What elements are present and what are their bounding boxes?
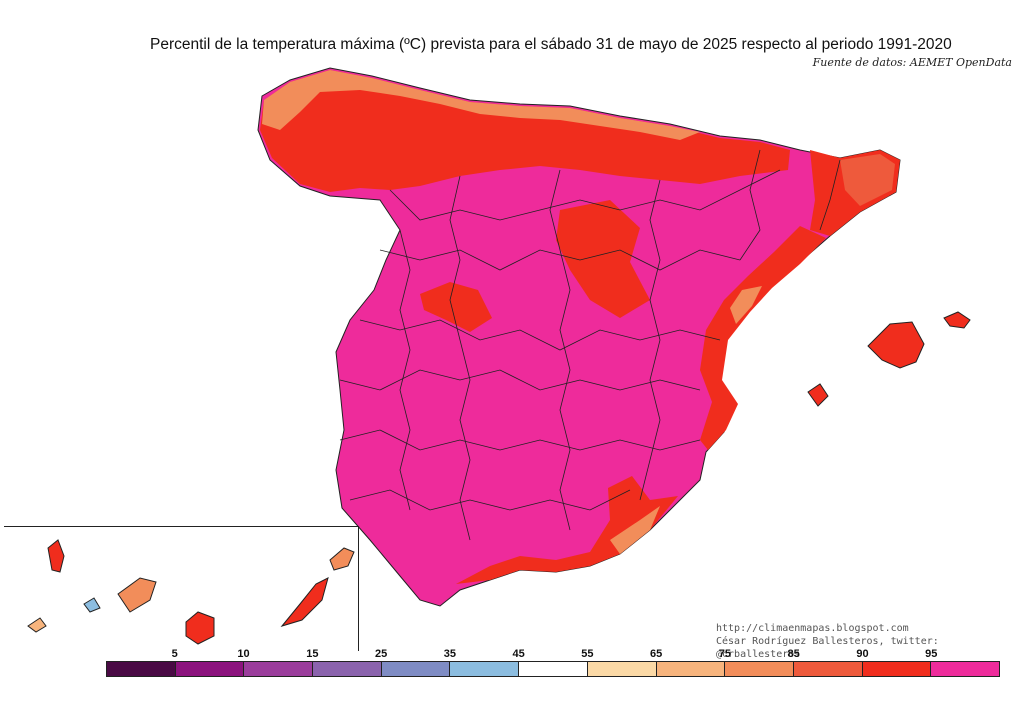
la-palma [47, 539, 65, 573]
murcia-p75 [610, 506, 660, 554]
legend-swatch [519, 662, 588, 676]
southeast-coast-p90 [456, 476, 678, 584]
legend-tick: 10 [237, 648, 250, 660]
menorca [943, 311, 971, 329]
color-legend [106, 661, 1000, 677]
la-gomera [83, 597, 101, 613]
lanzarote [329, 547, 355, 571]
fuerteventura [280, 577, 329, 627]
credits: http://climaenmapas.blogspot.com César R… [716, 622, 1024, 661]
legend-swatch [862, 662, 932, 676]
el-hierro [27, 617, 47, 633]
legend-swatch [656, 662, 726, 676]
legend-tick: 75 [718, 648, 732, 660]
credits-url[interactable]: http://climaenmapas.blogspot.com [716, 623, 909, 634]
legend-ticks: 5 10 15 25 35 45 55 65 75 85 90 95 [106, 648, 1000, 660]
data-source-note: Fuente de datos: AEMET OpenData [812, 56, 1012, 69]
legend-tick: 90 [856, 648, 869, 660]
east-coast-p90 [700, 226, 826, 450]
legend-tick: 5 [171, 648, 178, 660]
legend-tick: 85 [787, 648, 800, 660]
legend-tick: 45 [512, 648, 525, 660]
legend-swatch [587, 662, 657, 676]
valencia-p75 [730, 286, 762, 324]
ibiza [807, 383, 829, 407]
gran-canaria [185, 611, 215, 645]
catalonia-p85 [840, 154, 895, 206]
legend-swatch [793, 662, 863, 676]
province-borders [339, 149, 841, 541]
legend-tick: 15 [306, 648, 319, 660]
legend-swatch [313, 662, 382, 676]
peninsula-landmass [257, 67, 901, 607]
legend-tick: 95 [925, 648, 938, 660]
legend-swatch [175, 662, 245, 676]
central-patch-p90 [556, 200, 650, 318]
legend-swatch [107, 662, 176, 676]
legend-swatch [244, 662, 314, 676]
mallorca [867, 321, 925, 369]
legend-tick: 55 [581, 648, 594, 660]
legend-tick: 25 [374, 648, 388, 660]
legend-swatch [450, 662, 520, 676]
legend-swatch [931, 662, 999, 676]
northern-coast-p75 [262, 70, 700, 140]
legend-tick: 35 [443, 648, 456, 660]
legend-swatch [381, 662, 451, 676]
map-title: Percentil de la temperatura máxima (ºC) … [150, 36, 952, 53]
credits-author: César Rodríguez Ballesteros, twitter: @c… [716, 636, 939, 660]
northern-band-p90 [260, 70, 790, 192]
legend-tick: 65 [650, 648, 663, 660]
west-patch-p90 [420, 282, 492, 332]
canary-inset-frame [4, 526, 359, 651]
legend-swatch [725, 662, 794, 676]
tenerife [117, 577, 157, 613]
